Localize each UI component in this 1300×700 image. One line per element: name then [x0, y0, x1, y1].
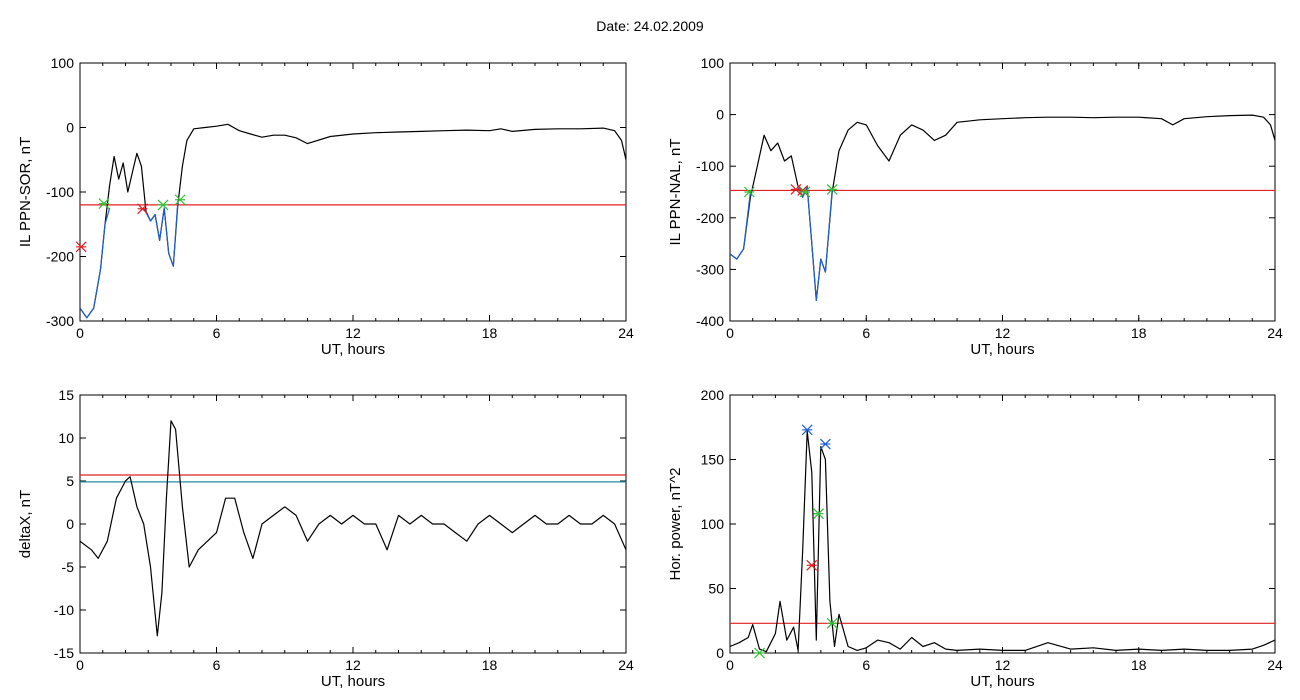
y-tick-label: 150: [701, 452, 725, 468]
x-tick-label: 0: [76, 657, 84, 673]
y-tick-label: 50: [708, 581, 724, 597]
y-tick-label: 100: [701, 55, 725, 71]
x-tick-label: 0: [726, 657, 734, 673]
x-tick-label: 18: [482, 657, 498, 673]
x-tick-label: 24: [1267, 657, 1283, 673]
event-marker: [75, 241, 87, 253]
x-tick-label: 0: [726, 325, 734, 341]
chart-il-ppn-nal: 0 6 12 18 24 100 0 -100 -200 -300 -400 UT, hours IL …: [667, 55, 1283, 358]
y-tick-label: -400: [696, 313, 724, 329]
y-tick-label: 100: [701, 516, 725, 532]
series-line: [80, 420, 626, 637]
x-tick-label: 6: [213, 325, 221, 341]
y-tick-label: 10: [58, 430, 74, 446]
y-tick-label: 5: [66, 473, 74, 489]
event-marker: [826, 183, 838, 195]
x-axis-label: UT, hours: [321, 673, 385, 690]
y-tick-label: -200: [46, 249, 74, 265]
plot-frame: [79, 394, 627, 654]
event-marker: [799, 186, 811, 198]
y-axis-label: Hor. power, nT^2: [667, 468, 684, 581]
x-tick-label: 24: [618, 657, 634, 673]
x-tick-label: 18: [1131, 657, 1147, 673]
event-marker: [137, 203, 148, 215]
x-tick-label: 24: [1267, 325, 1283, 341]
y-tick-label: 100: [51, 55, 75, 71]
x-tick-label: 12: [345, 657, 361, 673]
event-marker: [826, 617, 838, 629]
y-tick-label: 15: [58, 387, 74, 403]
event-marker: [174, 194, 186, 206]
y-tick-label: -300: [696, 261, 724, 277]
event-marker: [754, 647, 765, 659]
event-marker: [790, 183, 802, 195]
page-title: Date: 24.02.2009: [596, 18, 704, 34]
y-tick-label: 0: [716, 107, 724, 123]
y-tick-label: -5: [62, 559, 75, 575]
highlight-series-line: [730, 191, 751, 260]
x-tick-label: 18: [482, 325, 498, 341]
y-axis-label: IL PPN-NAL, nT: [667, 139, 684, 246]
y-tick-label: -300: [46, 313, 74, 329]
x-tick-label: 24: [618, 325, 634, 341]
highlight-series-line: [80, 207, 111, 319]
highlight-series-line: [797, 186, 833, 301]
chart-deltax: 0 6 12 18 24 15 10 5 0 -5 -10 -15 UT, hours deltaX, n…: [17, 387, 634, 690]
y-tick-label: 0: [66, 516, 74, 532]
series-line: [730, 430, 1275, 653]
x-tick-label: 12: [345, 325, 361, 341]
series-line: [80, 123, 626, 319]
x-tick-label: 6: [213, 657, 221, 673]
y-tick-label: 0: [716, 645, 724, 661]
plot-frame: [79, 62, 627, 322]
chart-il-ppn-sor: 0 6 12 18 24 100 0 -100 -200 -300 UT, hours IL PPN-…: [17, 55, 634, 358]
x-tick-label: 12: [995, 325, 1011, 341]
x-axis-label: UT, hours: [970, 341, 1034, 358]
y-axis-label: IL PPN-SOR, nT: [17, 137, 34, 247]
event-marker: [806, 559, 818, 571]
event-marker: [157, 199, 169, 211]
y-axis-label: deltaX, nT: [17, 490, 34, 558]
y-tick-label: 200: [701, 387, 725, 403]
event-marker: [819, 438, 831, 450]
x-tick-label: 12: [995, 657, 1011, 673]
y-tick-label: -100: [696, 158, 724, 174]
y-tick-label: -200: [696, 210, 724, 226]
chart-hor-power: 0 6 12 18 24 200 150 100 50 0 UT, hours Hor. power,…: [667, 387, 1283, 690]
y-tick-label: -10: [54, 602, 74, 618]
series-line: [730, 114, 1275, 301]
x-axis-label: UT, hours: [970, 673, 1034, 690]
x-tick-label: 6: [862, 657, 870, 673]
event-marker: [98, 198, 110, 210]
x-axis-label: UT, hours: [321, 341, 385, 358]
event-marker: [801, 424, 813, 436]
event-marker: [813, 508, 824, 520]
y-tick-label: -100: [46, 184, 74, 200]
y-tick-label: 0: [66, 120, 74, 136]
x-tick-label: 0: [76, 325, 84, 341]
x-tick-label: 6: [862, 325, 870, 341]
y-tick-label: -15: [54, 645, 74, 661]
event-marker: [743, 186, 755, 198]
plot-frame: [729, 62, 1276, 322]
highlight-series-line: [143, 201, 179, 267]
x-tick-label: 18: [1131, 325, 1147, 341]
